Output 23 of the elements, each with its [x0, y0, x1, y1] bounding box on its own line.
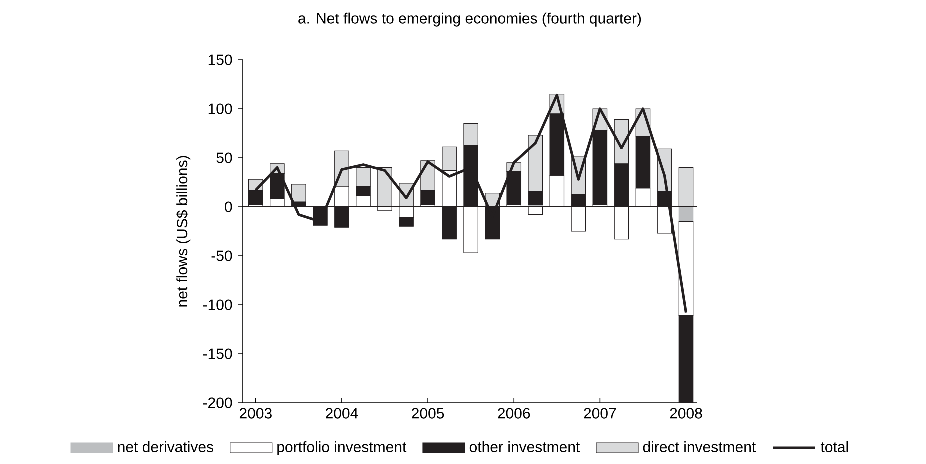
legend-label: portfolio investment	[278, 441, 407, 456]
x-tick-label: 2005	[412, 408, 444, 419]
y-tick-label: -200	[203, 398, 232, 408]
legend-label: net derivatives	[118, 441, 214, 452]
y-tick-label: 150	[208, 54, 232, 66]
bar	[678, 206, 694, 222]
y-tick-label: -100	[203, 300, 232, 310]
x-tick-label: 2008	[670, 408, 702, 419]
bar	[292, 184, 306, 202]
y-tick-label: -150	[203, 348, 232, 360]
y-tick-label: -50	[212, 250, 232, 262]
y-axis-title: net flows (US$ billions)	[176, 156, 191, 307]
legend-label: direct investment	[643, 441, 756, 452]
y-tick-label: 100	[208, 104, 232, 114]
y-tick-label: 50	[216, 152, 232, 164]
legend-label: total	[820, 441, 848, 452]
x-tick-label: 2007	[584, 408, 616, 419]
legend-label: other investment	[470, 441, 580, 452]
chart-title: a. Net flows to emerging economies (fourth quarter)	[298, 12, 642, 27]
y-tick-label: 0	[225, 202, 232, 212]
x-tick-label: 2006	[498, 408, 530, 419]
x-tick-label: 2004	[326, 408, 358, 419]
x-tick-label: 2003	[240, 408, 272, 419]
